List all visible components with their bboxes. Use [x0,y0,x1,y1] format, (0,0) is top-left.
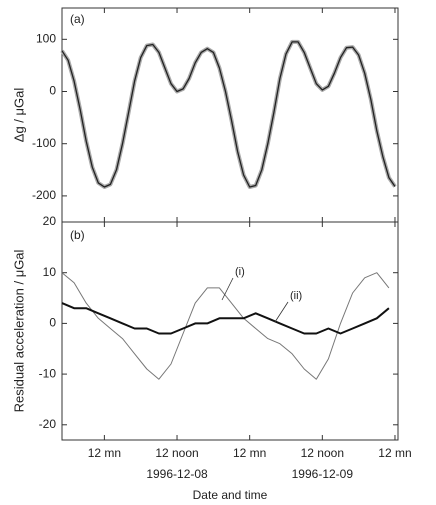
data-band [60,39,397,189]
x-tick-label: 12 mn [233,446,266,460]
x-tick-label: 12 noon [155,446,198,460]
y-axis-title: Δg / μGal [11,88,26,143]
x-tick-label: 12 noon [301,446,344,460]
leader-line [274,301,289,323]
panel-label: (b) [70,228,85,242]
y-tick-label: -20 [39,417,57,431]
y-tick-label: 10 [43,265,57,279]
y-tick-label: -10 [39,366,57,380]
y-tick-label: 100 [36,31,56,45]
y-tick-label: 20 [43,214,57,228]
y-tick-label: -200 [32,188,56,202]
y-tick-label: -100 [32,136,56,150]
data-line [61,272,390,380]
y-axis-title: Residual acceleration / μGal [11,249,26,412]
y-tick-label: 0 [49,316,56,330]
panel-label: (a) [70,12,85,26]
x-tick-label: 12 mn [378,446,411,460]
x-tick-label: 12 mn [88,446,121,460]
series-label: (i) [235,266,245,278]
data-line [61,302,390,335]
date-label: 1996-12-09 [292,467,354,481]
data-line [61,41,396,188]
y-tick-label: 0 [49,84,56,98]
plot-frame [61,221,399,441]
series-label: (ii) [290,290,302,302]
date-label: 1996-12-08 [146,467,208,481]
leader-line [221,277,234,301]
x-axis-title: Date and time [193,488,268,502]
